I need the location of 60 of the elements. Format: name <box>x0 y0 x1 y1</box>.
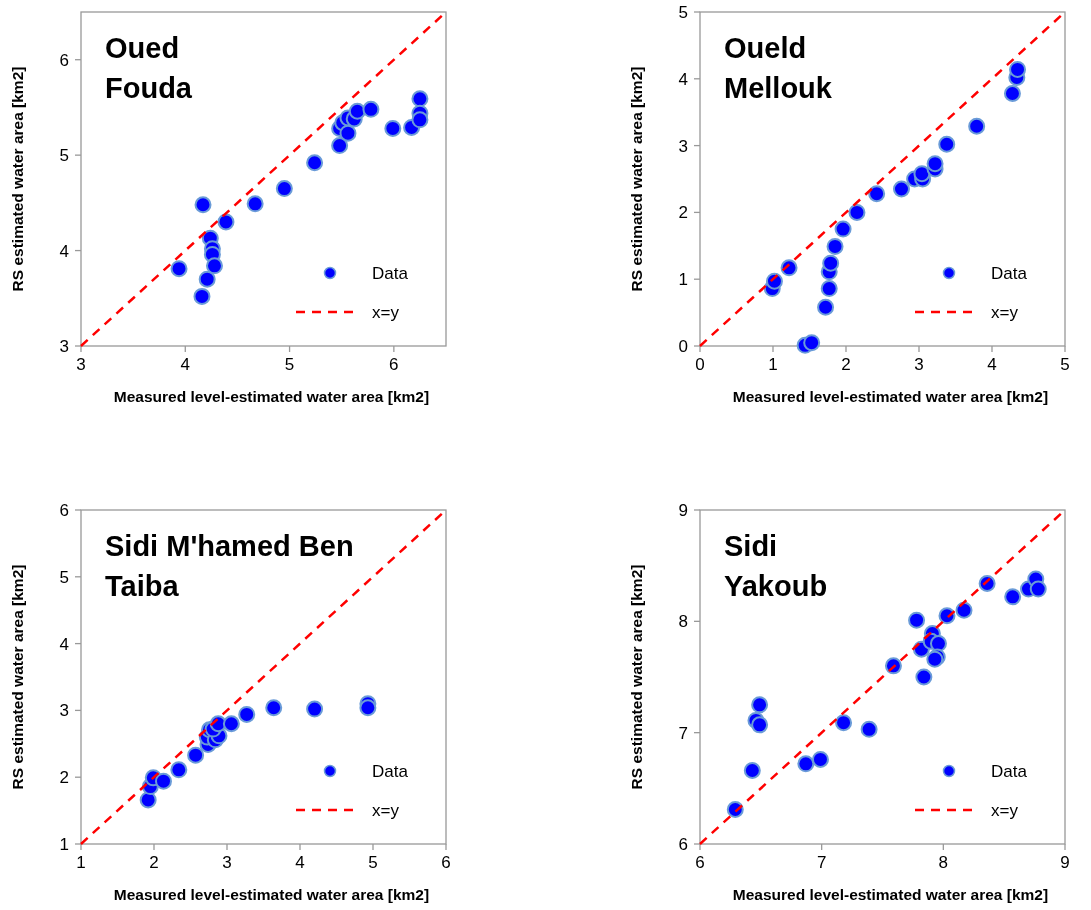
legend-label: x=y <box>991 302 1019 322</box>
x-tick-label: 5 <box>368 853 378 872</box>
y-tick-label: 6 <box>59 500 69 520</box>
x-tick-label: 3 <box>76 355 86 374</box>
x-tick-label: 5 <box>1060 355 1070 374</box>
x-tick-label: 4 <box>987 355 997 374</box>
text: Sidi Yakoub <box>724 530 828 602</box>
x-axis-title: Measured level-estimated water area [km2] <box>732 388 1049 405</box>
text: Oued Fouda <box>105 32 193 104</box>
x-tick-label: 1 <box>76 853 86 872</box>
legend-label: Data <box>372 761 409 781</box>
x-tick-label: 0 <box>695 355 705 374</box>
x-tick-label: 6 <box>389 355 399 374</box>
y-axis-title: RS estimated water area [km2] <box>628 66 645 292</box>
x-tick-label: 7 <box>816 853 827 872</box>
y-tick-label: 5 <box>678 2 688 22</box>
y-tick-label: 0 <box>678 336 688 356</box>
y-tick-label: 4 <box>59 241 69 261</box>
legend-label: x=y <box>372 800 400 820</box>
y-tick-label: 4 <box>678 69 688 89</box>
y-tick-label: 2 <box>678 203 688 223</box>
y-tick-label: 1 <box>678 270 688 290</box>
text: Sidi M'hamed Ben Taiba <box>105 530 354 602</box>
x-tick-label: 8 <box>938 853 949 872</box>
y-axis-title: RS estimated water area [km2] <box>9 66 26 292</box>
y-tick-label: 3 <box>678 136 688 156</box>
y-tick-label: 9 <box>678 500 688 520</box>
y-tick-label: 3 <box>59 701 69 721</box>
x-tick-label: 6 <box>441 853 451 872</box>
y-axis-title: RS estimated water area [km2] <box>628 564 645 790</box>
x-tick-label: 3 <box>222 853 232 872</box>
x-tick-label: 2 <box>149 853 159 872</box>
x-axis-title: Measured level-estimated water area [km2] <box>732 886 1049 903</box>
y-tick-label: 1 <box>59 834 69 854</box>
y-tick-label: 6 <box>59 50 69 70</box>
y-tick-label: 3 <box>59 336 69 356</box>
y-tick-label: 6 <box>678 834 688 854</box>
x-tick-label: 5 <box>284 355 295 374</box>
x-tick-label: 9 <box>1060 853 1070 872</box>
y-tick-label: 5 <box>59 567 69 587</box>
legend-label: Data <box>372 263 409 283</box>
y-axis-title: RS estimated water area [km2] <box>9 564 26 790</box>
x-tick-label: 2 <box>841 355 851 374</box>
text: Oueld Mellouk <box>724 32 833 104</box>
legend-label: x=y <box>372 302 400 322</box>
legend-label: x=y <box>991 800 1019 820</box>
y-tick-label: 8 <box>678 612 688 632</box>
x-tick-label: 4 <box>180 355 191 374</box>
y-tick-label: 2 <box>59 768 69 788</box>
y-tick-label: 4 <box>59 634 69 654</box>
x-tick-label: 4 <box>295 853 305 872</box>
x-axis-title: Measured level-estimated water area [km2] <box>113 886 430 903</box>
y-tick-label: 7 <box>678 723 688 743</box>
x-tick-label: 1 <box>768 355 778 374</box>
legend-label: Data <box>991 761 1028 781</box>
x-tick-label: 6 <box>695 853 705 872</box>
y-tick-label: 5 <box>59 146 69 166</box>
x-tick-label: 3 <box>914 355 924 374</box>
x-axis-title: Measured level-estimated water area [km2] <box>113 388 430 405</box>
legend-label: Data <box>991 263 1028 283</box>
